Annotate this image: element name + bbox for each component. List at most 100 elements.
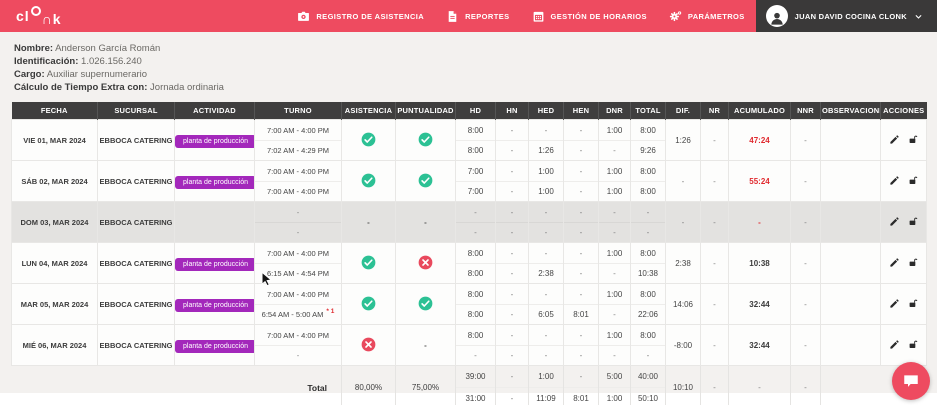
shift-cell: 7:00 AM - 4:00 PM - — [254, 324, 342, 367]
nr-cell: - — [700, 160, 729, 203]
edit-button[interactable] — [889, 134, 900, 145]
info-line: Cargo: Auxiliar supernumerario — [14, 68, 937, 81]
acumulado-cell: 47:24 — [728, 119, 791, 162]
hours-cell: 8:00 8:00 — [455, 119, 496, 162]
attendance-cell — [341, 242, 396, 285]
total-hours-cell: -8:01 — [563, 365, 599, 405]
nr-cell: - — [700, 242, 729, 285]
branch-cell: EBBOCA CATERING — [97, 242, 175, 285]
nnr-cell: - — [790, 201, 821, 244]
hours-cell: -- — [563, 242, 599, 285]
hours-cell: 7:00 7:00 — [455, 160, 496, 203]
unlock-button[interactable] — [908, 216, 919, 227]
gears-icon — [669, 10, 682, 23]
total-nr-cell: - — [700, 365, 729, 405]
nav-item-label: GESTIÓN DE HORARIOS — [550, 11, 647, 21]
total-hours-cell: 5:00 1:00 — [598, 365, 631, 405]
unlock-button[interactable] — [908, 339, 919, 350]
activity-badge: planta de producción — [175, 257, 254, 271]
hours-cell: -- — [495, 283, 529, 326]
shift-cell: 7:00 AM - 4:00 PM 6:54 AM - 5:00 AM * 1 — [254, 283, 342, 326]
info-label: Cálculo de Tiempo Extra con: — [14, 82, 148, 94]
column-header-observaciones: OBSERVACIONES — [820, 102, 881, 120]
check-circle-icon — [361, 255, 376, 270]
edit-button[interactable] — [889, 298, 900, 309]
total-asistencia-pct: 80,00% — [341, 365, 396, 405]
hours-cell: -- — [495, 242, 529, 285]
nr-cell: - — [700, 201, 729, 244]
unlock-button[interactable] — [908, 257, 919, 268]
total-observaciones-cell — [821, 366, 881, 405]
hours-cell: -- — [495, 160, 529, 203]
hours-cell: -- — [563, 119, 599, 162]
user-menu[interactable]: JUAN DAVID COCINA CLONK — [755, 0, 937, 32]
shift-scheduled: 7:00 AM - 4:00 PM — [266, 330, 330, 340]
hours-cell: -- — [630, 201, 666, 244]
hours-cell: 1:00 1:00 — [598, 160, 631, 203]
hours-cell: -- — [528, 324, 564, 367]
brand-logo-text2: ∩k — [41, 11, 62, 27]
column-header-turno: TURNO — [254, 102, 342, 120]
info-label: Nombre: — [14, 43, 54, 54]
shift-actual: - — [255, 344, 341, 365]
activity-badge: planta de producción — [175, 175, 254, 189]
edit-button[interactable] — [889, 216, 900, 227]
activity-cell: planta de producción — [174, 160, 255, 203]
nav-item-gestion-de-horarios[interactable]: GESTIÓN DE HORARIOS — [521, 0, 658, 32]
hours-cell: -- — [495, 119, 529, 162]
attendance-table-wrap: FECHA SUCURSAL ACTIVIDAD TURNO ASISTENCIA PUN… — [11, 102, 927, 405]
nav-item-label: REPORTES — [465, 11, 510, 21]
actions-cell — [880, 160, 927, 203]
edit-button[interactable] — [889, 175, 900, 186]
hours-cell: -1:26 — [528, 119, 564, 162]
total-hours-cell: 1:00 11:09 — [528, 365, 564, 405]
dif-cell: 14:06 — [665, 283, 701, 326]
totals-row: Total 80,00% 75,00% 39:00 31:00- -1:00 11:09-8… — [12, 365, 927, 405]
dif-cell: - — [665, 201, 701, 244]
edit-button[interactable] — [889, 257, 900, 268]
date-cell: VIE 01, MAR 2024 — [11, 119, 98, 162]
unlock-button[interactable] — [908, 175, 919, 186]
chat-button[interactable] — [892, 362, 930, 400]
hours-cell: -- — [563, 160, 599, 203]
nav-item-registro-de-asistencia[interactable]: REGISTRO DE ASISTENCIA — [286, 0, 435, 32]
date-cell: MIÉ 06, MAR 2024 — [11, 324, 98, 367]
dash: - — [424, 340, 427, 350]
shift-scheduled: - — [296, 207, 300, 217]
hours-cell: 1:00- — [598, 283, 631, 326]
column-header-dif: DIF. — [665, 102, 701, 120]
hours-cell: 1:00 1:00 — [528, 160, 564, 203]
unlock-button[interactable] — [908, 134, 919, 145]
nav-item-reportes[interactable]: REPORTES — [435, 0, 520, 32]
hours-cell: -- — [563, 201, 599, 244]
observaciones-cell — [820, 119, 881, 162]
brand-logo-o-icon — [30, 6, 41, 16]
hours-cell: 1:00- — [598, 119, 631, 162]
observaciones-cell — [820, 283, 881, 326]
hours-cell: -- — [598, 201, 631, 244]
shift-actual: 7:00 AM - 4:00 PM — [255, 180, 341, 201]
hours-cell: -2:38 — [528, 242, 564, 285]
hours-cell: 8:00 8:00 — [455, 242, 496, 285]
activity-badge: planta de producción — [175, 134, 254, 148]
nnr-cell: - — [790, 119, 821, 162]
column-header-hen: HEN — [563, 102, 599, 120]
x-circle-icon — [418, 255, 433, 270]
shift-cell: 7:00 AM - 4:00 PM 7:02 AM - 4:29 PM — [254, 119, 342, 162]
punctuality-cell: - — [395, 201, 456, 244]
branch-cell: EBBOCA CATERING — [97, 160, 175, 203]
actions-cell — [880, 242, 927, 285]
nav-item-label: REGISTRO DE ASISTENCIA — [316, 11, 425, 21]
check-circle-icon — [361, 296, 376, 311]
unlock-button[interactable] — [908, 298, 919, 309]
shift-scheduled: 7:00 AM - 4:00 PM — [266, 166, 330, 176]
edit-button[interactable] — [889, 339, 900, 350]
shift-actual: 6:15 AM - 4:54 PM — [255, 262, 341, 283]
brand-logo[interactable]: cl ∩k — [0, 0, 78, 32]
column-header-fecha: FECHA — [11, 102, 98, 120]
total-hours-cell: 40:00 50:10 — [630, 365, 666, 405]
table-row: LUN 04, MAR 2024 EBBOCA CATERING planta de… — [11, 242, 927, 285]
nav-item-parametros[interactable]: PARÁMETROS — [658, 0, 756, 32]
hours-cell: -8:01 — [563, 283, 599, 326]
total-nnr-cell: - — [790, 365, 821, 405]
